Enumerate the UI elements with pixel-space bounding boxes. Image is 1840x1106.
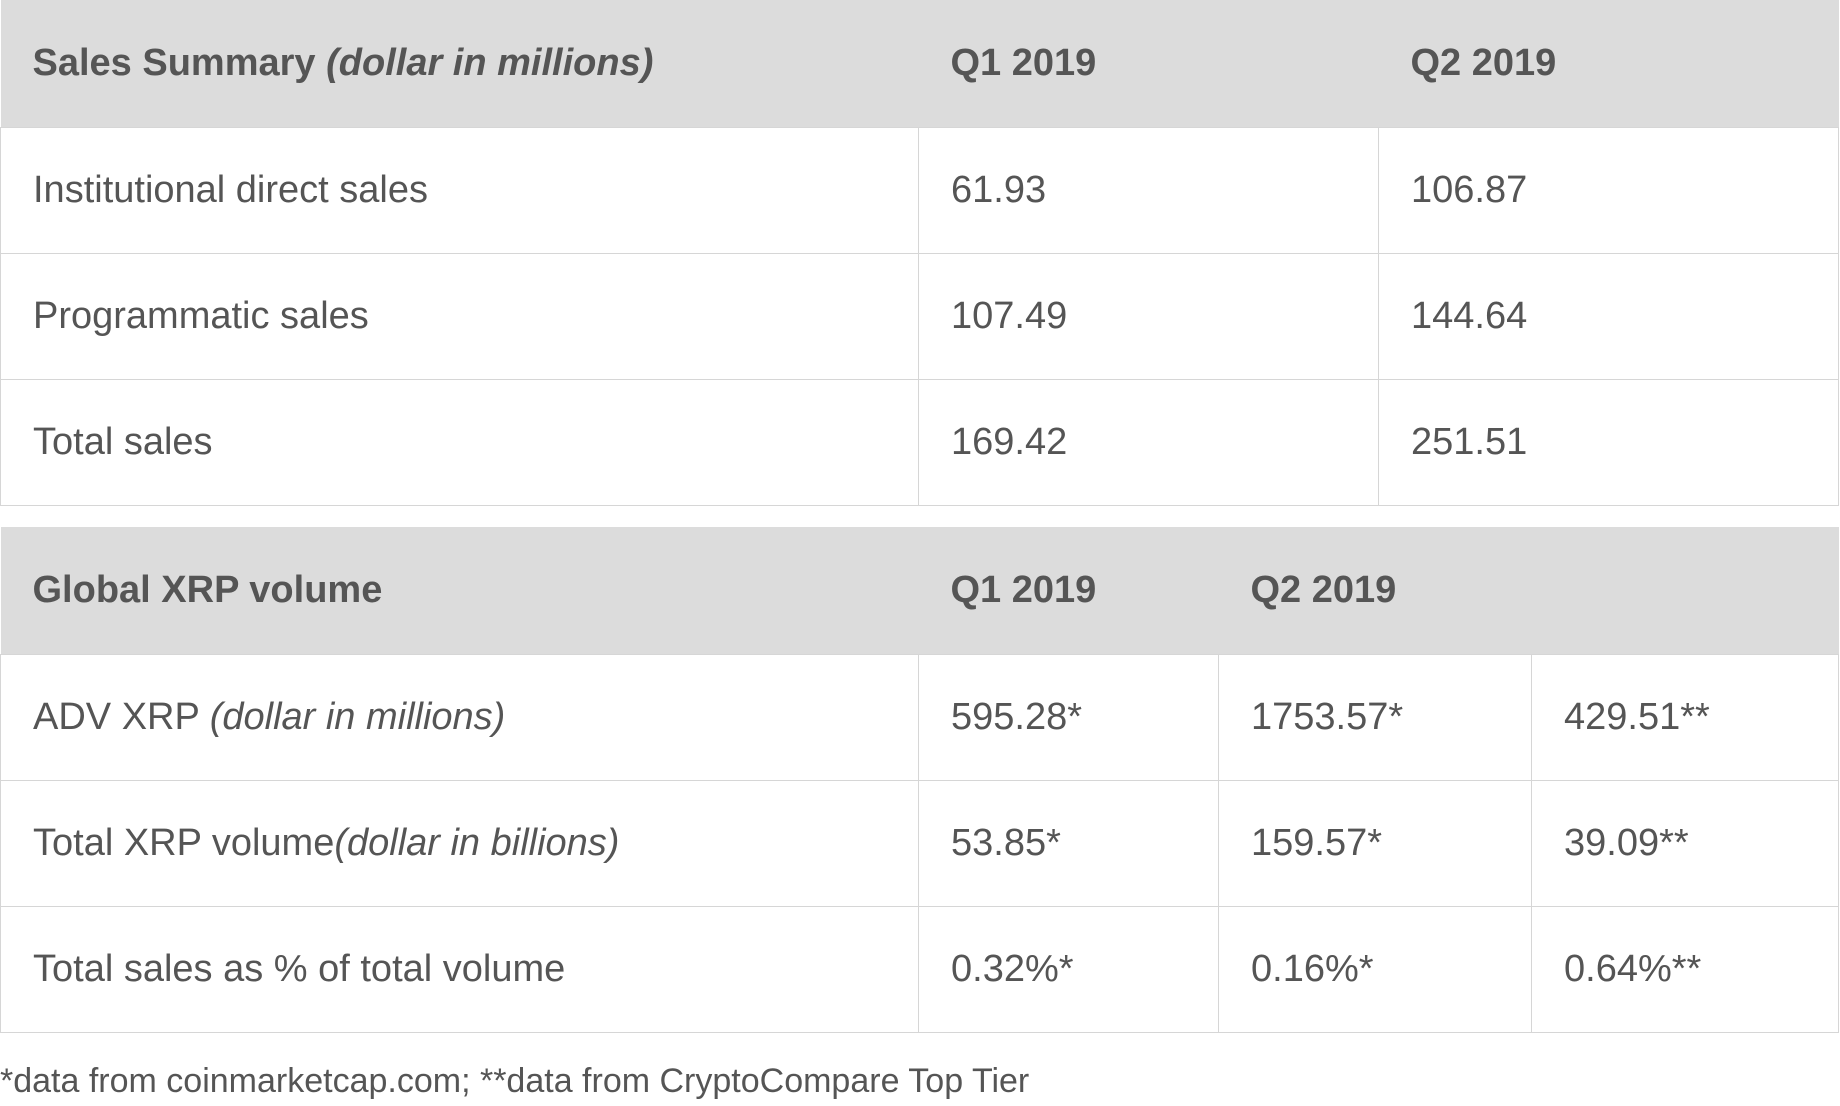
row-label-note: (dollar in millions) — [209, 695, 506, 738]
table-row: Programmatic sales 107.49 144.64 — [0, 253, 1839, 380]
row-label-cell: Total sales as % of total volume — [0, 906, 919, 1033]
value-q2-a: 159.57* — [1218, 780, 1532, 907]
row-label: Total XRP volume — [33, 821, 335, 864]
value-q2: 106.87 — [1378, 127, 1839, 254]
row-label: Institutional direct sales — [0, 127, 919, 254]
table-row: Institutional direct sales 61.93 106.87 — [0, 127, 1839, 254]
value-q1: 53.85* — [918, 780, 1219, 907]
table-row: Total XRP volume(dollar in billions) 53.… — [0, 780, 1840, 907]
row-label-note: (dollar in billions) — [334, 821, 620, 864]
sales-summary-title: Sales Summary — [32, 41, 316, 84]
sales-summary-title-note: (dollar in millions) — [326, 41, 654, 84]
value-q2: 144.64 — [1378, 253, 1839, 380]
xrp-volume-header-row: Global XRP volume Q1 2019 Q2 2019 — [0, 527, 1839, 655]
value-q2-b: 0.64%** — [1530, 906, 1840, 1033]
value-q2-b: 429.51** — [1530, 654, 1840, 781]
row-label-cell: Total XRP volume(dollar in billions) — [0, 780, 919, 907]
value-q2-a: 1753.57* — [1218, 654, 1532, 781]
value-q1: 107.49 — [918, 253, 1379, 380]
value-q2-b: 39.09** — [1530, 780, 1840, 907]
xrp-volume-col-q2: Q2 2019 — [1218, 527, 1839, 655]
sales-summary-title-cell: Sales Summary (dollar in millions) — [0, 0, 919, 128]
xrp-volume-col-q1: Q1 2019 — [918, 527, 1219, 655]
row-label: Total sales — [0, 379, 919, 506]
row-label: Total sales as % of total volume — [33, 947, 566, 990]
sales-summary-col-q2: Q2 2019 — [1378, 0, 1839, 128]
value-q2: 251.51 — [1378, 379, 1839, 506]
value-q1: 595.28* — [918, 654, 1219, 781]
value-q1: 61.93 — [918, 127, 1379, 254]
sales-summary-table: Sales Summary (dollar in millions) Q1 20… — [0, 0, 1839, 506]
value-q2-a: 0.16%* — [1218, 906, 1532, 1033]
table-row: Total sales 169.42 251.51 — [0, 379, 1839, 506]
xrp-volume-table: Global XRP volume Q1 2019 Q2 2019 ADV XR… — [0, 527, 1840, 1033]
sales-summary-header-row: Sales Summary (dollar in millions) Q1 20… — [0, 0, 1839, 128]
row-label-cell: ADV XRP (dollar in millions) — [0, 654, 919, 781]
xrp-volume-title: Global XRP volume — [0, 527, 919, 655]
value-q1: 0.32%* — [918, 906, 1219, 1033]
footnote: *data from coinmarketcap.com; **data fro… — [0, 1062, 1030, 1100]
table-row: Total sales as % of total volume 0.32%* … — [0, 906, 1840, 1033]
value-q1: 169.42 — [918, 379, 1379, 506]
table-row: ADV XRP (dollar in millions) 595.28* 175… — [0, 654, 1840, 781]
row-label: Programmatic sales — [0, 253, 919, 380]
sales-summary-col-q1: Q1 2019 — [918, 0, 1379, 128]
row-label: ADV XRP — [33, 695, 210, 738]
